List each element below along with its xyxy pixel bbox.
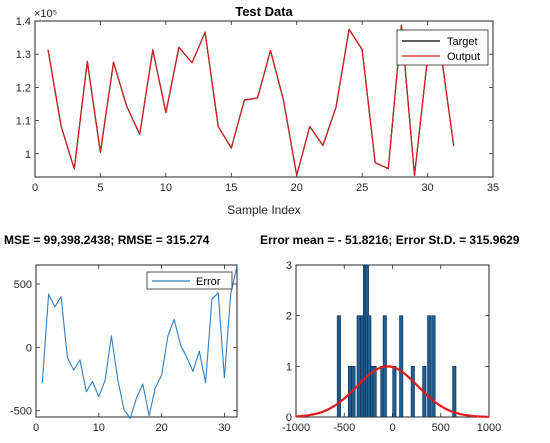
top-x-tick-label: 5 (97, 182, 103, 194)
hist-y-tick-label: 2 (286, 311, 292, 323)
error-y-tick-label: -500 (10, 406, 32, 418)
series-line-error (41, 266, 238, 419)
legend-target-label: Target (447, 36, 478, 48)
top-y-tick-label: 1 (25, 149, 31, 161)
hist-y-tick-label: 1 (286, 361, 292, 373)
hist-x-tick-label: 1000 (477, 422, 501, 434)
normal-fit-curve (295, 365, 489, 418)
top-x-tick-label: 0 (32, 182, 38, 194)
histogram-bar (452, 365, 457, 418)
error-mean-std-text: Error mean = - 51.8216; Error St.D. = 31… (260, 233, 520, 247)
histogram-bar (399, 315, 404, 418)
histogram-bar (392, 365, 397, 418)
top-y-tick-label: 1.1 (16, 116, 31, 128)
test-data-chart: Test Data ×10⁵ Sample Index 0 5 10 15 20 25 30… (16, 4, 499, 217)
top-y-tick-label: 1.2 (16, 82, 31, 94)
histogram-ticks: -1000 -500 0 500 1000 0 1 2 3 (282, 260, 501, 434)
error-x-tick-label: 0 (33, 422, 39, 434)
error-x-tick-label: 10 (93, 422, 105, 434)
top-x-tick-label: 15 (225, 182, 237, 194)
hist-x-tick-label: 0 (389, 422, 395, 434)
error-axes-box (35, 264, 238, 418)
error-y-tick-label: 500 (14, 279, 32, 291)
histogram-bar (410, 365, 415, 418)
top-x-tick-label: 35 (487, 182, 499, 194)
hist-x-tick-label: 500 (432, 422, 450, 434)
top-x-tick-label: 10 (160, 182, 172, 194)
top-series (47, 24, 455, 176)
top-ticks: 0 5 10 15 20 25 30 35 1 1.1 1.2 1.3 1.4 (16, 16, 499, 194)
error-histogram: -1000 -500 0 500 1000 0 1 2 3 (282, 260, 501, 434)
legend-output-label: Output (447, 51, 480, 63)
hist-x-tick-label: -500 (333, 422, 355, 434)
mse-rmse-text: MSE = 99,398.2438; RMSE = 315.274 (4, 233, 210, 247)
top-x-tick-label: 20 (291, 182, 303, 194)
top-x-tick-label: 25 (356, 182, 368, 194)
histogram-bar (372, 365, 377, 418)
histogram-bar (431, 315, 436, 418)
top-x-tick-label: 30 (421, 182, 433, 194)
series-line-output (47, 24, 455, 176)
hist-y-tick-label: 3 (286, 260, 292, 272)
error-x-tick-label: 30 (218, 422, 230, 434)
histogram-bar (427, 315, 432, 418)
legend-error-label: Error (196, 276, 221, 288)
normal-fit-line (295, 365, 489, 418)
y-exponent-label: ×10⁵ (34, 8, 57, 20)
error-x-tick-label: 20 (156, 422, 168, 434)
hist-y-tick-label: 0 (286, 412, 292, 424)
top-chart-title: Test Data (235, 4, 293, 19)
histogram-bar (336, 315, 341, 418)
error-y-tick-label: 0 (26, 342, 32, 354)
error-series (41, 266, 238, 419)
histogram-bar (356, 315, 361, 418)
top-legend-box (396, 29, 489, 66)
top-y-tick-label: 1.4 (16, 16, 31, 28)
error-legend: Error (146, 271, 233, 290)
top-x-axis-label: Sample Index (227, 203, 300, 217)
top-legend: Target Output (396, 29, 489, 66)
hist-x-tick-label: -1000 (282, 422, 310, 434)
top-y-tick-label: 1.3 (16, 49, 31, 61)
